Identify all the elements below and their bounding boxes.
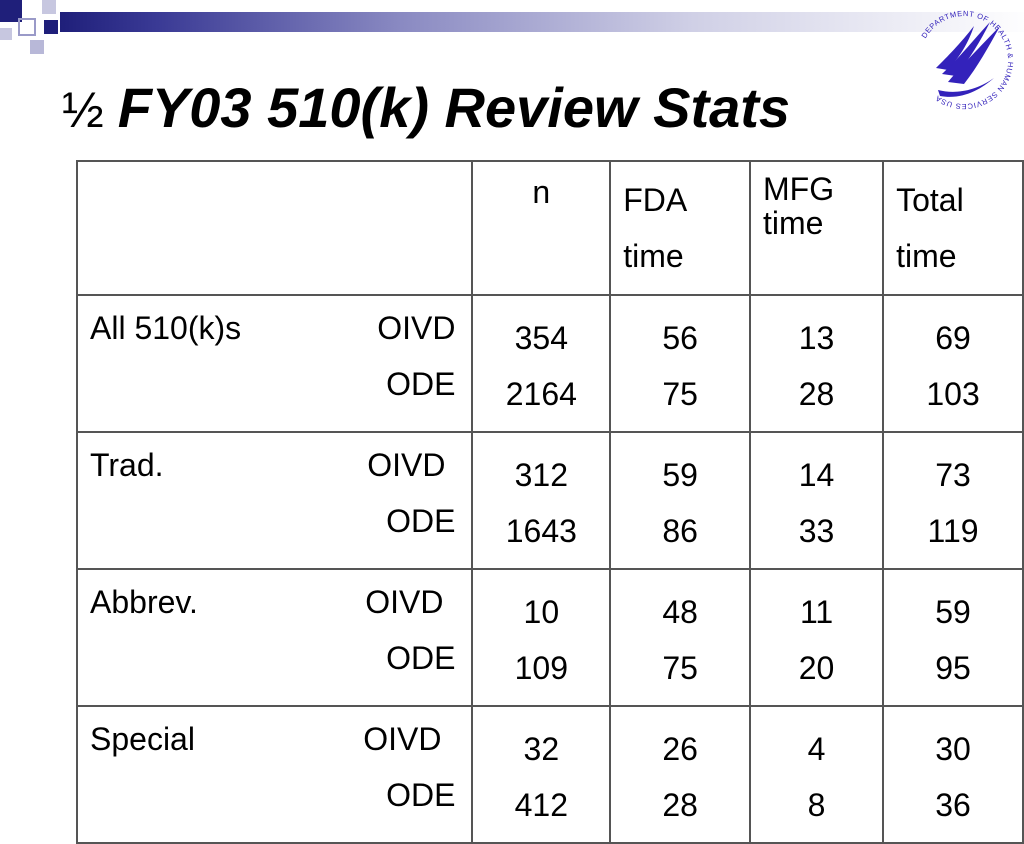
cell-fda: 26 28 [609,705,752,844]
deco-square-light [0,28,12,40]
header-fda-time: FDA time [609,160,752,296]
cell-mfg: 13 28 [749,294,885,433]
header-gradient-bar [60,12,1024,32]
cell-total: 30 36 [882,705,1024,844]
row-label-trad: Trad. OIVD ODE [75,431,474,570]
header-total-time: Total time [882,160,1024,296]
header-blank-cell [75,160,474,296]
slide-title: ½ FY03 510(k) Review Stats [62,80,790,136]
cell-n: 10 109 [471,568,612,707]
cell-fda: 48 75 [609,568,752,707]
title-prefix: ½ [62,82,104,138]
cell-fda: 56 75 [609,294,752,433]
table-header-row: n FDA time MFG time Total time [75,160,1024,296]
row-label-all: All 510(k)s OIVD ODE [75,294,474,433]
title-text: FY03 510(k) Review Stats [117,76,791,139]
cell-total: 73 119 [882,431,1024,570]
hhs-seal-icon: DEPARTMENT OF HEALTH & HUMAN SERVICES US… [919,9,1014,111]
cell-n: 312 1643 [471,431,612,570]
table-row: All 510(k)s OIVD ODE 354 2164 56 75 13 28 6… [75,294,1024,433]
row-label-abbrev: Abbrev. OIVD ODE [75,568,474,707]
cell-n: 354 2164 [471,294,612,433]
header-n: n [471,160,612,296]
cell-total: 59 95 [882,568,1024,707]
deco-square-light [42,0,56,14]
row-label-special: Special OIVD ODE [75,705,474,844]
cell-total: 69 103 [882,294,1024,433]
deco-square-dark [44,20,58,34]
header-mfg-time: MFG time [749,160,885,296]
cell-mfg: 14 33 [749,431,885,570]
deco-square-outline [18,18,36,36]
cell-n: 32 412 [471,705,612,844]
review-stats-table: n FDA time MFG time Total time All 510(k)s … [75,160,1024,844]
deco-square-light [30,40,44,54]
cell-mfg: 11 20 [749,568,885,707]
deco-square-dark [0,0,22,22]
table-row: Trad. OIVD ODE 312 1643 59 86 14 33 73 119 [75,431,1024,570]
cell-fda: 59 86 [609,431,752,570]
table-row: Abbrev. OIVD ODE 10 109 48 75 11 20 59 95 [75,568,1024,707]
